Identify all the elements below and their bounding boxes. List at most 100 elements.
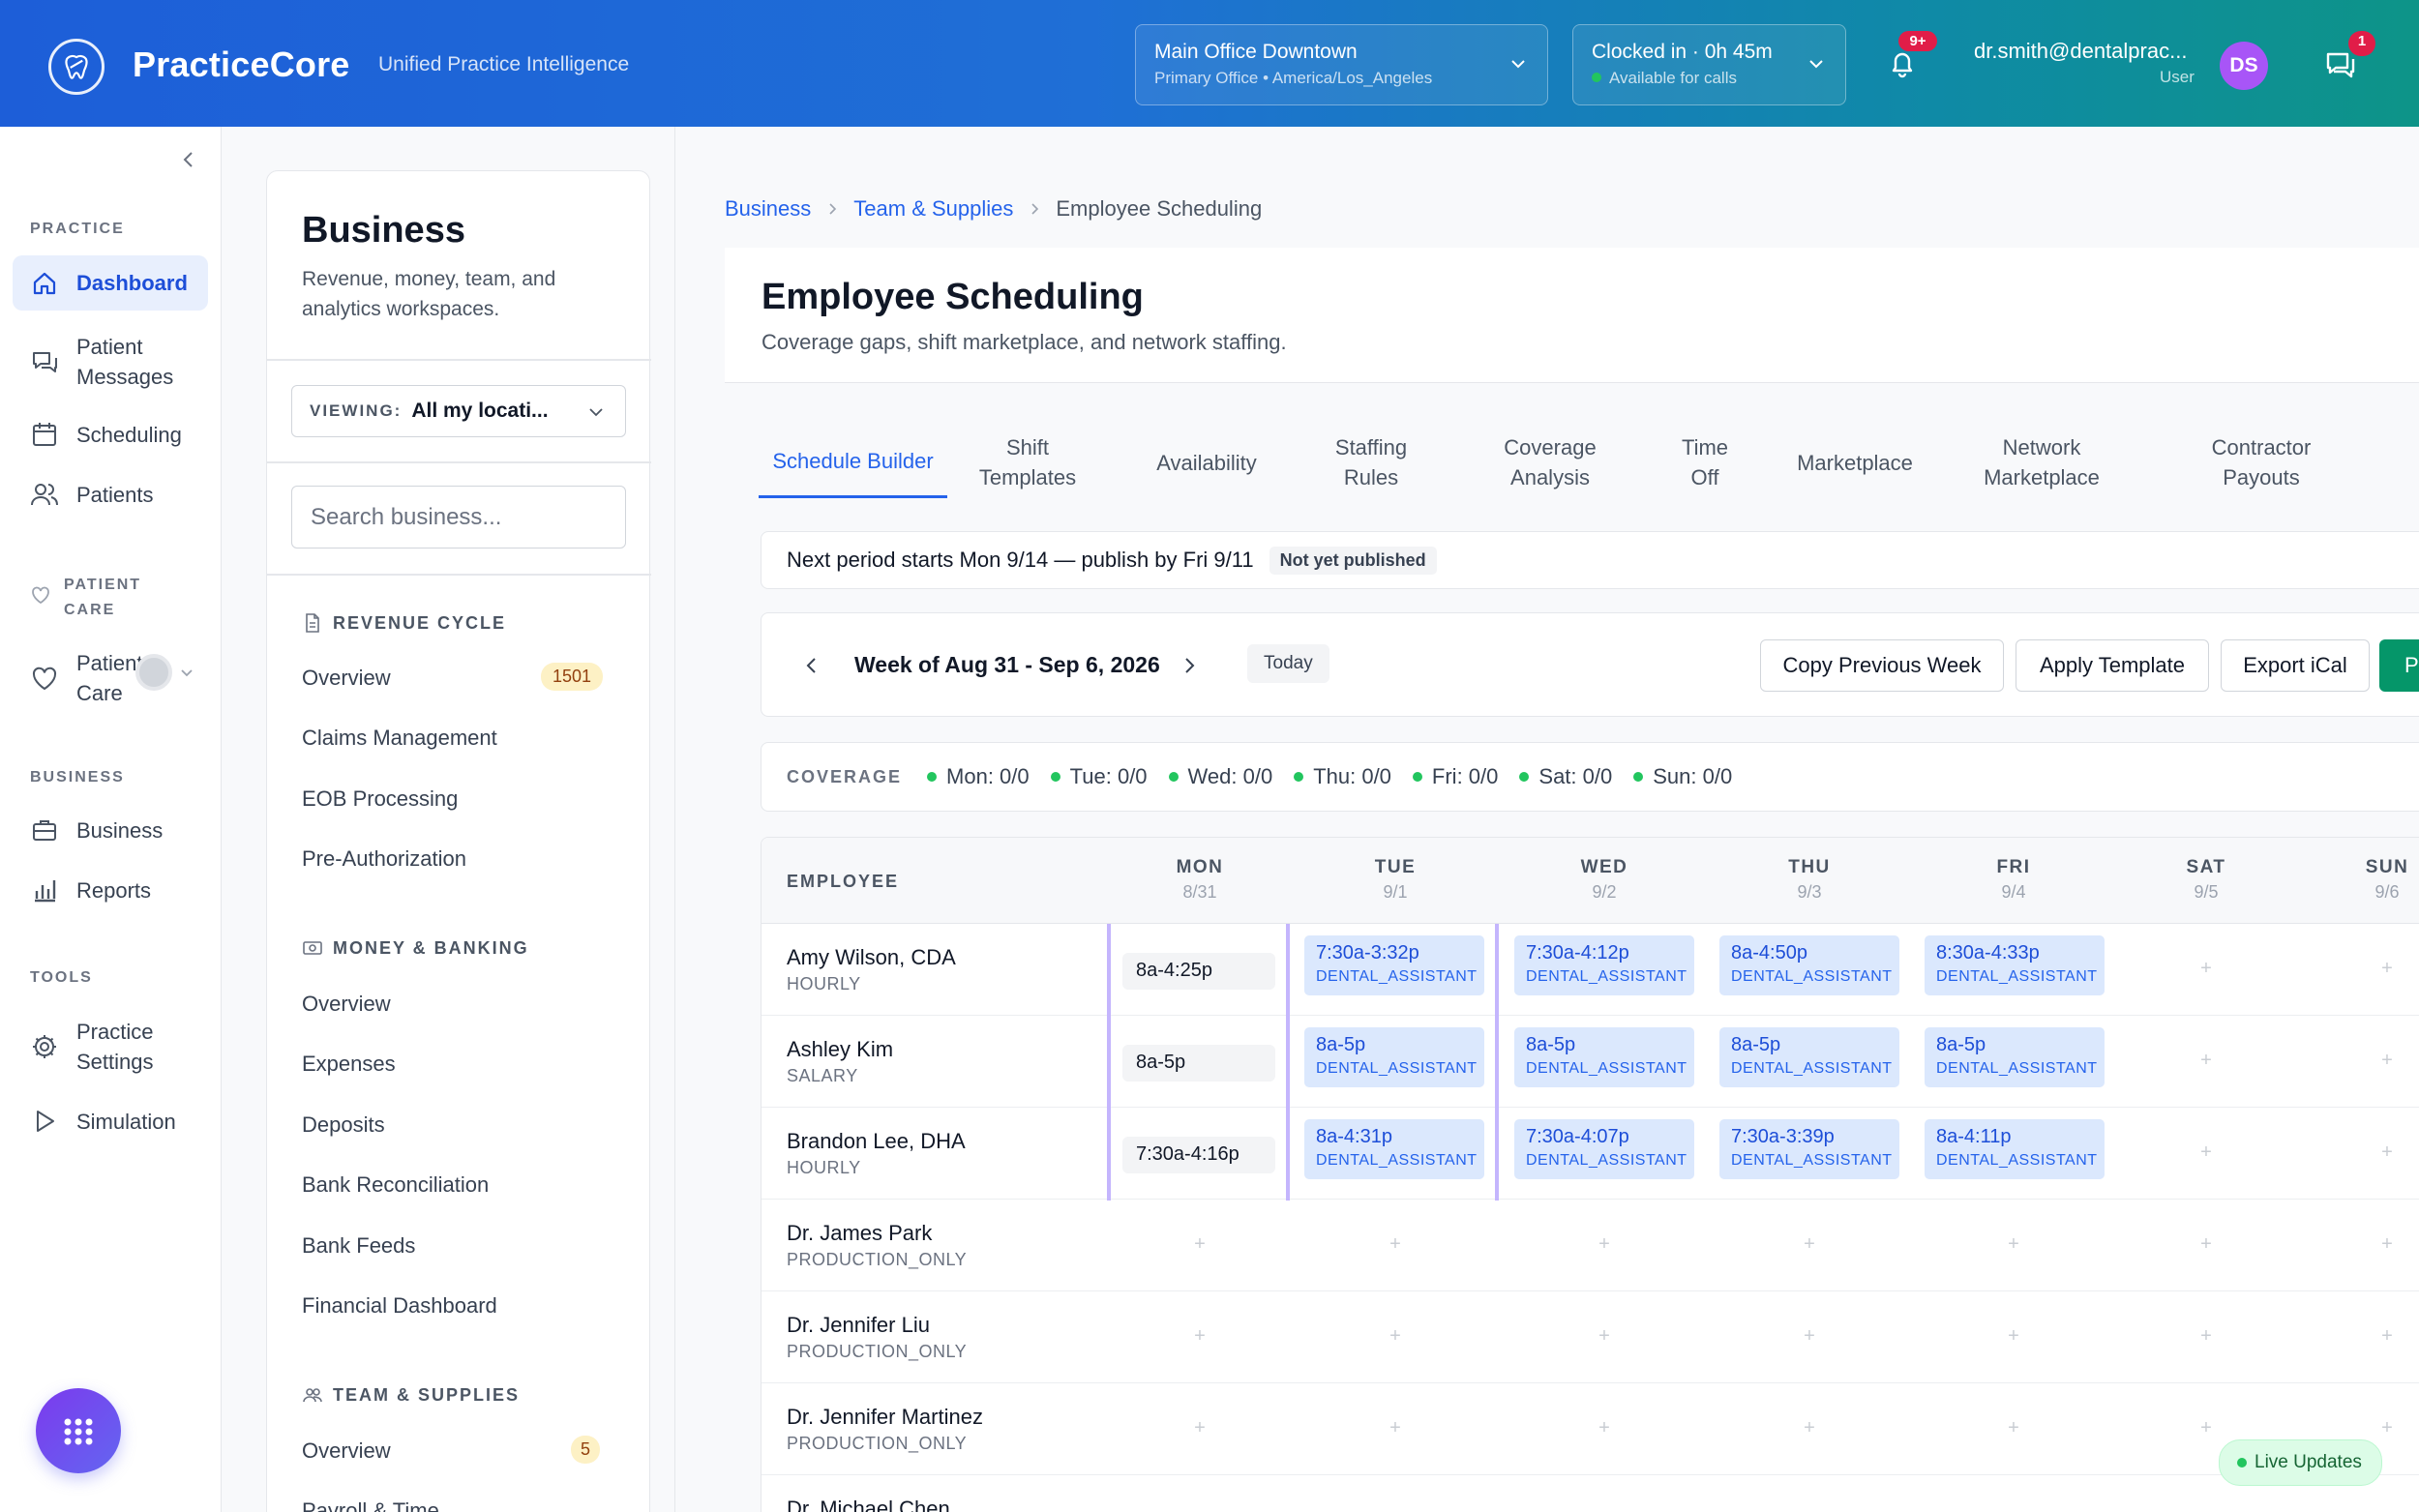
collapse-sidebar-icon[interactable] (177, 148, 200, 171)
user-email[interactable]: dr.smith@dentalprac... (1974, 39, 2188, 63)
add-shift-button[interactable]: + (1389, 1417, 1401, 1438)
add-shift-button[interactable]: + (1194, 1325, 1206, 1347)
copy-previous-week-button[interactable]: Copy Previous Week (1760, 639, 2004, 692)
tab-shift-templates[interactable]: Shift Templates (978, 435, 1077, 489)
employee-name[interactable]: Amy Wilson, CDA (787, 945, 956, 969)
panel-item-payroll-time[interactable]: Payroll & Time (302, 1498, 439, 1512)
shift-block[interactable]: 8a-4:11p DENTAL_ASSISTANT (1925, 1119, 2105, 1179)
chevron-down-icon[interactable] (178, 664, 195, 681)
panel-item-expenses[interactable]: Expenses (302, 1052, 396, 1076)
add-shift-button[interactable]: + (2008, 1325, 2019, 1347)
tab-time-off[interactable]: Time Off (1681, 435, 1729, 489)
tab-network-marketplace[interactable]: Network Marketplace (1984, 435, 2100, 489)
shift-block[interactable]: 7:30a-4:12p DENTAL_ASSISTANT (1514, 935, 1694, 995)
add-shift-button[interactable]: + (2381, 958, 2393, 979)
shift-block[interactable]: 7:30a-4:07p DENTAL_ASSISTANT (1514, 1119, 1694, 1179)
add-shift-button[interactable]: + (1804, 1233, 1815, 1255)
add-shift-button[interactable]: + (2200, 1325, 2212, 1347)
shift-block[interactable]: 8a-4:50p DENTAL_ASSISTANT (1719, 935, 1899, 995)
employee-name[interactable]: Dr. Jennifer Liu (787, 1313, 930, 1337)
chevron-right-icon[interactable] (1178, 654, 1201, 677)
nav-item-patients[interactable]: Patients (13, 475, 208, 514)
location-filter-select[interactable]: VIEWING: All my locati... (291, 385, 626, 437)
shift-block[interactable]: 7:30a-3:39p DENTAL_ASSISTANT (1719, 1119, 1899, 1179)
publish-button[interactable]: P (2379, 639, 2419, 692)
panel-item-revenue-overview[interactable]: Overview (302, 666, 391, 690)
nav-item-simulation[interactable]: Simulation (13, 1102, 208, 1141)
shift-block[interactable]: 8a-5p DENTAL_ASSISTANT (1514, 1027, 1694, 1087)
shift-block[interactable]: 8a-5p DENTAL_ASSISTANT (1719, 1027, 1899, 1087)
search-input[interactable] (291, 486, 626, 548)
add-shift-button[interactable]: + (2381, 1325, 2393, 1347)
add-shift-button[interactable]: + (2381, 1050, 2393, 1071)
add-shift-button[interactable]: + (2381, 1233, 2393, 1255)
add-shift-button[interactable]: + (1194, 1417, 1206, 1438)
panel-item-financial-dashboard[interactable]: Financial Dashboard (302, 1293, 497, 1318)
employee-name[interactable]: Dr. Michael Chen (787, 1497, 950, 1512)
add-shift-button[interactable]: + (1598, 1325, 1610, 1347)
nav-item-dashboard[interactable]: Dashboard (13, 255, 208, 311)
add-shift-button[interactable]: + (2200, 1050, 2212, 1071)
add-shift-button[interactable]: + (2008, 1233, 2019, 1255)
add-shift-button[interactable]: + (2200, 1417, 2212, 1438)
breadcrumb-business[interactable]: Business (725, 196, 812, 221)
tab-schedule-builder[interactable]: Schedule Builder (759, 427, 947, 498)
shift-cell[interactable]: 8a-4:25p (1122, 953, 1275, 990)
employee-name[interactable]: Dr. Jennifer Martinez (787, 1405, 983, 1429)
add-shift-button[interactable]: + (2200, 958, 2212, 979)
nav-item-business[interactable]: Business (13, 811, 208, 849)
employee-name[interactable]: Dr. James Park (787, 1221, 933, 1245)
bell-icon[interactable] (1885, 46, 1920, 81)
tab-coverage-analysis[interactable]: Coverage Analysis (1504, 435, 1597, 489)
add-shift-button[interactable]: + (1194, 1233, 1206, 1255)
breadcrumb-team-supplies[interactable]: Team & Supplies (853, 196, 1014, 221)
add-shift-button[interactable]: + (1389, 1325, 1401, 1347)
add-shift-button[interactable]: + (2381, 1417, 2393, 1438)
live-updates-indicator[interactable]: Live Updates (2219, 1439, 2382, 1486)
nav-item-patient-messages[interactable]: Patient Messages (13, 328, 208, 396)
nav-item-scheduling[interactable]: Scheduling (13, 415, 208, 454)
tab-contractor-payouts[interactable]: Contractor Payouts (2211, 435, 2312, 489)
tab-availability[interactable]: Availability (1156, 450, 1257, 475)
shift-cell[interactable]: 7:30a-4:16p (1122, 1137, 1275, 1173)
add-shift-button[interactable]: + (1598, 1417, 1610, 1438)
shift-block[interactable]: 8:30a-4:33p DENTAL_ASSISTANT (1925, 935, 2105, 995)
apps-launcher-button[interactable] (36, 1388, 121, 1473)
nav-item-practice-settings[interactable]: Practice Settings (13, 1013, 208, 1081)
shift-block[interactable]: 8a-5p DENTAL_ASSISTANT (1304, 1027, 1484, 1087)
location-selector[interactable]: Main Office Downtown Primary Office • Am… (1135, 24, 1548, 105)
employee-name[interactable]: Brandon Lee, DHA (787, 1129, 966, 1153)
add-shift-button[interactable]: + (2008, 1417, 2019, 1438)
employee-name[interactable]: Ashley Kim (787, 1037, 894, 1061)
tab-staffing-rules[interactable]: Staffing Rules (1334, 435, 1408, 489)
clock-status-selector[interactable]: Clocked in · 0h 45m Available for calls (1572, 24, 1846, 105)
panel-item-eob-processing[interactable]: EOB Processing (302, 786, 459, 811)
tooth-logo-icon[interactable] (48, 39, 105, 95)
nav-item-reports[interactable]: Reports (13, 871, 208, 909)
panel-item-money-overview[interactable]: Overview (302, 992, 391, 1016)
avatar[interactable]: DS (2220, 42, 2268, 90)
add-shift-button[interactable]: + (1598, 1233, 1610, 1255)
shift-block[interactable]: 7:30a-3:32p DENTAL_ASSISTANT (1304, 935, 1484, 995)
tab-marketplace[interactable]: Marketplace (1797, 450, 1913, 475)
export-ical-button[interactable]: Export iCal (2221, 639, 2370, 692)
today-button[interactable]: Today (1247, 644, 1329, 683)
panel-item-bank-feeds[interactable]: Bank Feeds (302, 1233, 416, 1258)
add-shift-button[interactable]: + (1804, 1417, 1815, 1438)
brand-name[interactable]: PracticeCore (133, 44, 350, 84)
add-shift-button[interactable]: + (2381, 1141, 2393, 1163)
shift-cell[interactable]: 8a-5p (1122, 1045, 1275, 1082)
chevron-left-icon[interactable] (800, 654, 823, 677)
apply-template-button[interactable]: Apply Template (2016, 639, 2209, 692)
shift-block[interactable]: 8a-4:31p DENTAL_ASSISTANT (1304, 1119, 1484, 1179)
panel-item-team-overview[interactable]: Overview (302, 1438, 391, 1463)
panel-item-pre-authorization[interactable]: Pre-Authorization (302, 846, 466, 871)
panel-item-bank-reconciliation[interactable]: Bank Reconciliation (302, 1172, 490, 1197)
nav-item-patient-care[interactable]: Patient Care (13, 644, 167, 712)
panel-item-deposits[interactable]: Deposits (302, 1112, 385, 1137)
chat-icon[interactable] (2322, 46, 2359, 83)
panel-item-claims-management[interactable]: Claims Management (302, 726, 497, 750)
add-shift-button[interactable]: + (1389, 1233, 1401, 1255)
add-shift-button[interactable]: + (2200, 1233, 2212, 1255)
add-shift-button[interactable]: + (2200, 1141, 2212, 1163)
